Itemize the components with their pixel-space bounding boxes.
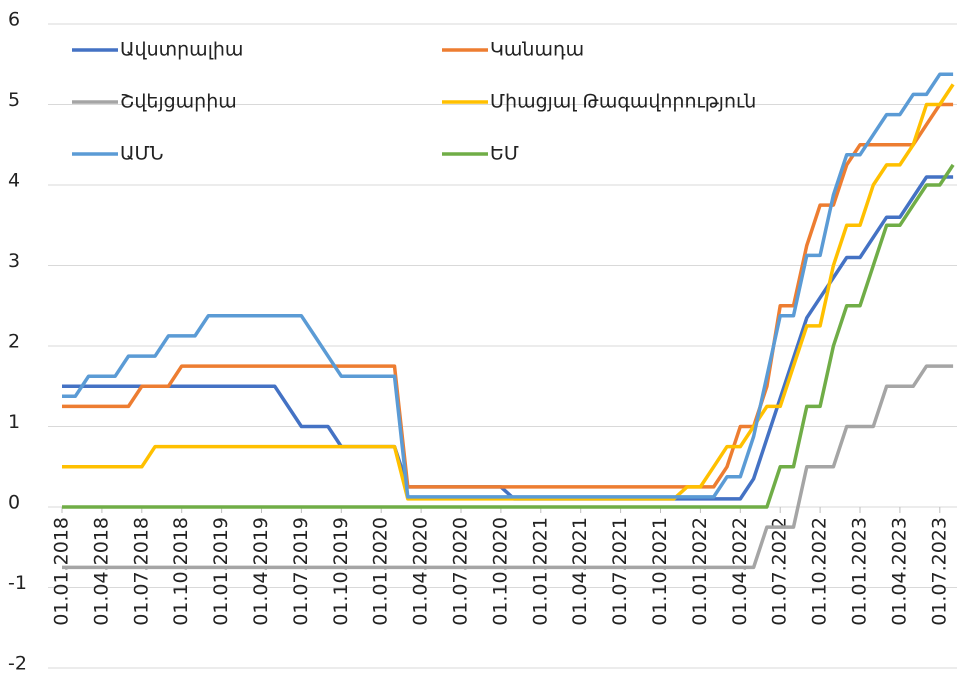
legend-label: Կանադա xyxy=(490,39,584,61)
y-tick-label: 6 xyxy=(8,9,20,31)
x-tick-label: 01.01.2018 xyxy=(51,517,73,626)
x-tick-label: 01.07.2018 xyxy=(130,517,152,626)
series-line xyxy=(62,83,955,501)
legend-label: Շվեյցարիա xyxy=(120,91,237,113)
x-tick-label: 01.07.2020 xyxy=(450,517,472,626)
x-tick-label: 01.04.2023 xyxy=(888,517,910,626)
series-line xyxy=(62,102,954,489)
y-tick-label: 2 xyxy=(8,331,20,353)
x-tick-label: 01.07.2019 xyxy=(290,517,312,626)
x-tick-label: 01.10.2019 xyxy=(330,517,352,626)
x-tick-label: 01.01.2021 xyxy=(529,517,551,626)
y-tick-label: -2 xyxy=(8,653,27,675)
x-tick-label: 01.04.2022 xyxy=(729,517,751,626)
x-tick-label: 01.10.2020 xyxy=(489,517,511,626)
y-tick-label: 4 xyxy=(8,170,20,192)
series-line xyxy=(62,72,954,499)
x-tick-label: 01.01.2019 xyxy=(210,517,232,626)
y-tick-label: 5 xyxy=(8,89,20,111)
x-tick-label: 01.04.2021 xyxy=(569,517,591,626)
x-tick-label: 01.01.2023 xyxy=(849,517,871,626)
y-tick-label: 3 xyxy=(8,250,20,272)
x-tick-label: 01.10.2018 xyxy=(170,517,192,626)
x-tick-label: 01.01.2022 xyxy=(689,517,711,626)
x-tick-label: 01.04.2020 xyxy=(410,517,432,626)
x-tick-label: 01.04.2018 xyxy=(90,517,112,626)
y-tick-label: 1 xyxy=(8,411,20,433)
series-line xyxy=(62,175,954,501)
legend-label: Ավստրալիա xyxy=(120,39,243,61)
x-tick-label: 01.07.2022 xyxy=(769,517,791,626)
x-tick-label: 01.01.2020 xyxy=(370,517,392,626)
legend-label: ԱՄՆ xyxy=(120,143,163,165)
x-tick-label: 01.10.2021 xyxy=(649,517,671,626)
y-tick-label: -1 xyxy=(8,572,27,594)
series-line xyxy=(62,364,954,570)
x-tick-label: 01.07.2021 xyxy=(609,517,631,626)
series-line xyxy=(62,163,955,509)
legend-label: ԵՄ xyxy=(490,143,519,165)
y-tick-label: 0 xyxy=(8,492,20,514)
x-tick-label: 01.07.2023 xyxy=(928,517,950,626)
x-tick-label: 01.04.2019 xyxy=(250,517,272,626)
x-tick-label: 01.10.2022 xyxy=(809,517,831,626)
legend-label: Միացյալ Թագավորություն xyxy=(490,91,756,113)
